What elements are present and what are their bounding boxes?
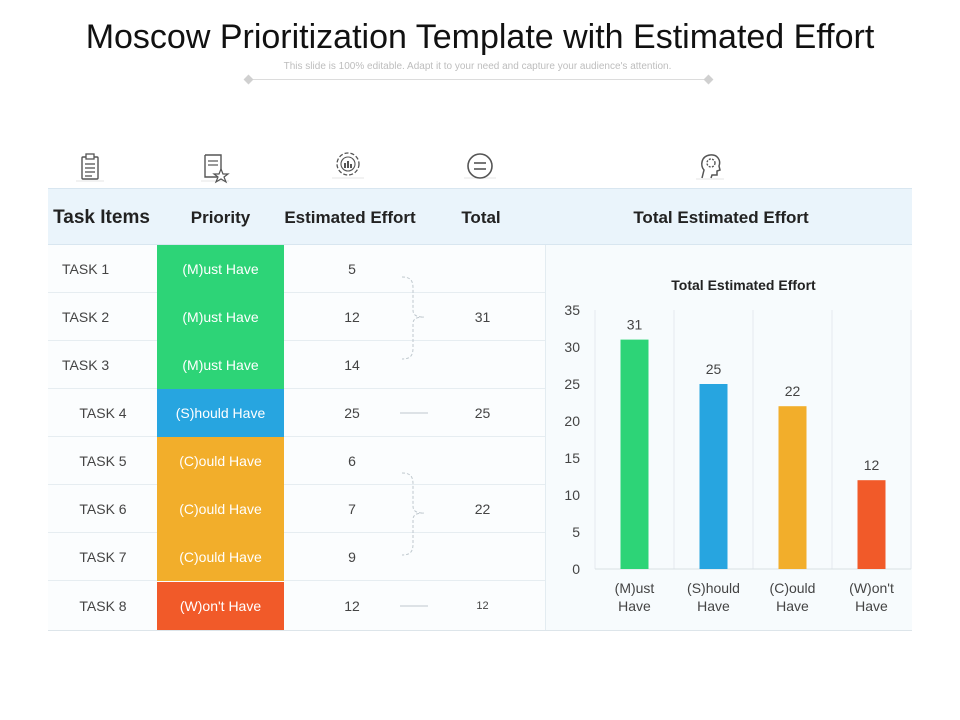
page-title: Moscow Prioritization Template with Esti… <box>85 18 875 56</box>
subtitle-divider <box>248 79 708 80</box>
priority-badge: (C)ould Have <box>157 533 284 581</box>
table-row: TASK 4 (S)hould Have 25 25 <box>48 389 545 437</box>
y-tick-label: 35 <box>564 302 580 318</box>
priority-badge: (M)ust Have <box>157 245 284 293</box>
effort-value: 5 <box>348 261 356 277</box>
should-connector <box>400 412 428 414</box>
bar <box>620 339 649 569</box>
table-body <box>48 245 545 631</box>
priority-badge: (C)ould Have <box>157 485 284 533</box>
y-tick-label: 25 <box>564 376 580 392</box>
table-bottom-border <box>48 630 912 631</box>
chart-title: Total Estimated Effort <box>671 277 816 293</box>
y-tick-label: 5 <box>572 524 580 540</box>
bar <box>778 406 807 569</box>
total-could: 22 <box>474 501 491 517</box>
divider-dot-right <box>703 74 714 85</box>
table-header: Task Items Priority Estimated Effort Tot… <box>48 188 912 245</box>
total-should: 25 <box>474 405 491 421</box>
header-priority: Priority <box>190 208 251 227</box>
head-gear-icon <box>690 148 730 186</box>
wont-connector <box>400 605 428 607</box>
table-row: TASK 2 (M)ust Have 12 31 <box>48 293 545 341</box>
bar <box>699 384 728 569</box>
total-wont: 12 <box>476 600 489 612</box>
task-name: TASK 6 <box>79 501 127 517</box>
x-tick-label: (C)ould <box>770 580 816 596</box>
y-tick-label: 30 <box>564 339 580 355</box>
task-name: TASK 5 <box>79 453 127 469</box>
x-tick-label: Have <box>618 598 651 614</box>
task-name: TASK 7 <box>79 549 127 565</box>
y-tick-label: 20 <box>564 413 580 429</box>
priority-badge: (W)on't Have <box>157 582 284 630</box>
data-label: 25 <box>706 361 722 377</box>
effort-value: 12 <box>344 598 360 614</box>
priority-badge: (M)ust Have <box>157 341 284 389</box>
effort-value: 7 <box>348 501 356 517</box>
effort-value: 25 <box>344 405 360 421</box>
x-tick-label: Have <box>697 598 730 614</box>
must-group-brace <box>401 276 425 360</box>
effort-value: 12 <box>344 309 360 325</box>
task-name: TASK 2 <box>62 309 110 325</box>
header-task-items: Task Items <box>53 207 150 228</box>
table-row: TASK 6 (C)ould Have 7 22 <box>48 485 545 533</box>
effort-value: 9 <box>348 549 356 565</box>
table-row: TASK 3 (M)ust Have 14 <box>48 341 545 389</box>
page-subtitle: This slide is 100% editable. Adapt it to… <box>283 61 672 72</box>
priority-badge: (S)hould Have <box>157 389 284 437</box>
task-name: TASK 1 <box>62 261 110 277</box>
data-label: 31 <box>627 317 643 333</box>
header-estimated-effort: Estimated Effort <box>284 208 416 227</box>
priority-badge: (M)ust Have <box>157 293 284 341</box>
bar-chart: 0 5 10 15 20 25 30 35 31 (M)ust Have 25 (S)hould Have… <box>564 302 912 614</box>
document-star-icon <box>195 148 235 186</box>
task-name: TASK 3 <box>62 357 110 373</box>
priority-badge: (C)ould Have <box>157 437 284 485</box>
table-row: TASK 5 (C)ould Have 6 <box>48 437 545 485</box>
total-must: 31 <box>474 309 491 325</box>
header-total-estimated-effort: Total Estimated Effort <box>633 208 809 227</box>
chart-panel <box>545 245 912 631</box>
y-tick-label: 15 <box>564 450 580 466</box>
y-tick-label: 10 <box>564 487 580 503</box>
x-tick-label: (S)hould <box>687 580 740 596</box>
gear-chart-icon <box>328 148 368 186</box>
task-name: TASK 8 <box>79 598 127 614</box>
equals-circle-icon <box>460 148 500 186</box>
divider-dot-left <box>243 74 254 85</box>
effort-value: 6 <box>348 453 356 469</box>
table-row: TASK 8 (W)on't Have 12 12 <box>48 582 545 630</box>
data-label: 12 <box>864 457 880 473</box>
effort-value: 14 <box>344 357 360 373</box>
x-tick-label: Have <box>776 598 809 614</box>
task-name: TASK 4 <box>79 405 127 421</box>
could-group-brace <box>401 472 425 556</box>
x-tick-label: (W)on't <box>849 580 894 596</box>
data-label: 22 <box>785 383 801 399</box>
table-row: TASK 7 (C)ould Have 9 <box>48 533 545 581</box>
y-tick-label: 0 <box>572 561 580 577</box>
x-tick-label: Have <box>855 598 888 614</box>
table-row: TASK 1 (M)ust Have 5 <box>48 245 545 293</box>
clipboard-icon <box>70 148 110 186</box>
header-total: Total <box>461 208 501 227</box>
bar <box>857 480 886 569</box>
x-tick-label: (M)ust <box>615 580 655 596</box>
